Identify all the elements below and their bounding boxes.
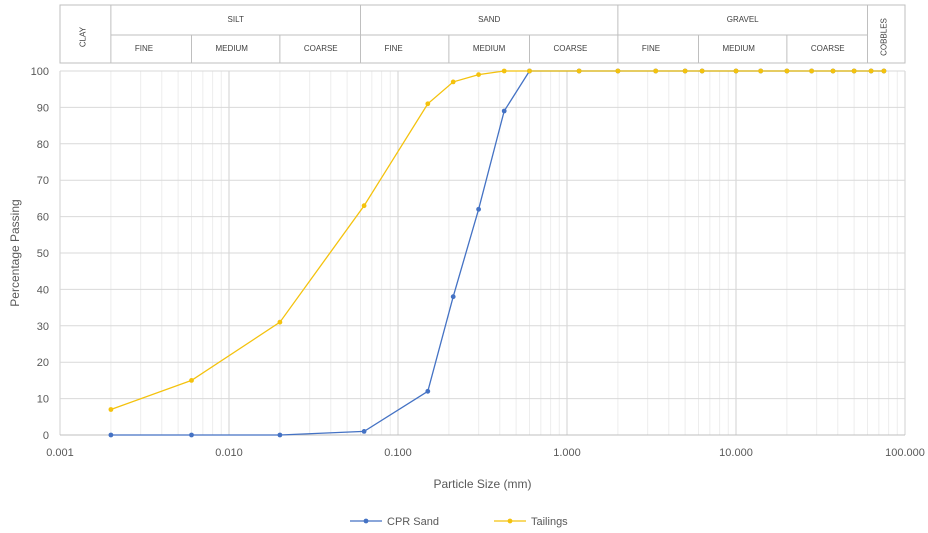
tailings-point [189, 378, 194, 383]
tailings-point [361, 203, 367, 209]
y-tick-label: 40 [37, 284, 49, 296]
tailings-point [653, 68, 659, 74]
y-tick-label: 50 [37, 248, 49, 260]
y-axis-title: Percentage Passing [8, 199, 22, 306]
x-tick-label: 0.010 [215, 447, 243, 459]
tailings-point [576, 68, 582, 74]
legend: CPR Sand Tailings [350, 516, 568, 528]
y-tick-label: 0 [43, 430, 49, 442]
cpr-sand-point [450, 294, 456, 300]
tailings-point [699, 68, 705, 74]
sand-label: SAND [478, 15, 500, 24]
soil-classification-header: CLAY COBBLES SILT FINE MEDIUM COARSE SAND FINE M… [59, 4, 906, 64]
tailings-point [615, 68, 621, 74]
cobbles-label: COBBLES [879, 18, 888, 56]
classification-border [59, 4, 906, 64]
cpr-sand-legend-marker [363, 518, 369, 524]
y-tick-label: 60 [37, 212, 49, 224]
data-series [108, 68, 887, 438]
silt-fine-label: FINE [135, 44, 153, 53]
y-tick-label: 80 [37, 139, 49, 151]
tailings-point [682, 68, 688, 74]
tailings-point [476, 72, 481, 77]
y-tick-label: 70 [37, 175, 49, 187]
cpr-sand-point [425, 388, 431, 394]
y-tick-label: 20 [37, 357, 49, 369]
x-tick-label: 0.001 [46, 447, 74, 459]
cpr-sand-point [108, 432, 114, 438]
cpr-sand-point [189, 432, 194, 438]
tailings-point [881, 68, 887, 74]
grid [59, 70, 906, 436]
gravel-label: GRAVEL [727, 15, 759, 24]
tailings-point [527, 68, 532, 74]
x-axis-title: Particle Size (mm) [433, 477, 531, 491]
sand-coarse-label: COARSE [554, 44, 588, 53]
x-tick-label: 0.100 [384, 447, 412, 459]
cpr-sand-legend-label: CPR Sand [387, 516, 439, 528]
axes: 0.001 0.010 0.100 1.000 10.000 100.000 0 10 20 30… [31, 66, 925, 459]
tailings-point [758, 68, 764, 74]
x-tick-label: 100.000 [885, 447, 925, 459]
tailings-point [809, 68, 814, 74]
cpr-sand-point [361, 429, 367, 434]
tailings-line [110, 70, 884, 411]
tailings-point [501, 68, 507, 74]
tailings-point [830, 68, 836, 74]
gravel-coarse-label: COARSE [811, 44, 845, 53]
cpr-sand-point [277, 432, 283, 438]
tailings-point [851, 68, 857, 74]
silt-medium-label: MEDIUM [216, 44, 249, 53]
tailings-point [868, 68, 874, 74]
tailings-point [108, 407, 114, 412]
gravel-medium-label: MEDIUM [723, 44, 756, 53]
sand-fine-label: FINE [385, 44, 403, 53]
gravel-fine-label: FINE [642, 44, 660, 53]
y-tick-label: 90 [37, 102, 49, 114]
x-tick-label: 10.000 [719, 447, 753, 459]
clay-label: CLAY [78, 26, 87, 47]
y-tick-label: 10 [37, 394, 49, 406]
y-tick-label: 100 [31, 66, 49, 78]
tailings-point [425, 101, 431, 107]
cpr-sand-point [476, 206, 481, 212]
tailings-legend-label: Tailings [531, 516, 568, 528]
silt-coarse-label: COARSE [304, 44, 338, 53]
tailings-point [450, 79, 456, 85]
sand-medium-label: MEDIUM [473, 44, 506, 53]
tailings-point [784, 68, 790, 74]
x-tick-label: 1.000 [553, 447, 581, 459]
tailings-point [277, 319, 283, 325]
y-tick-label: 30 [37, 321, 49, 333]
tailings-point [733, 68, 739, 74]
silt-label: SILT [228, 15, 244, 24]
tailings-legend-marker [507, 518, 513, 524]
cpr-sand-point [501, 108, 507, 114]
